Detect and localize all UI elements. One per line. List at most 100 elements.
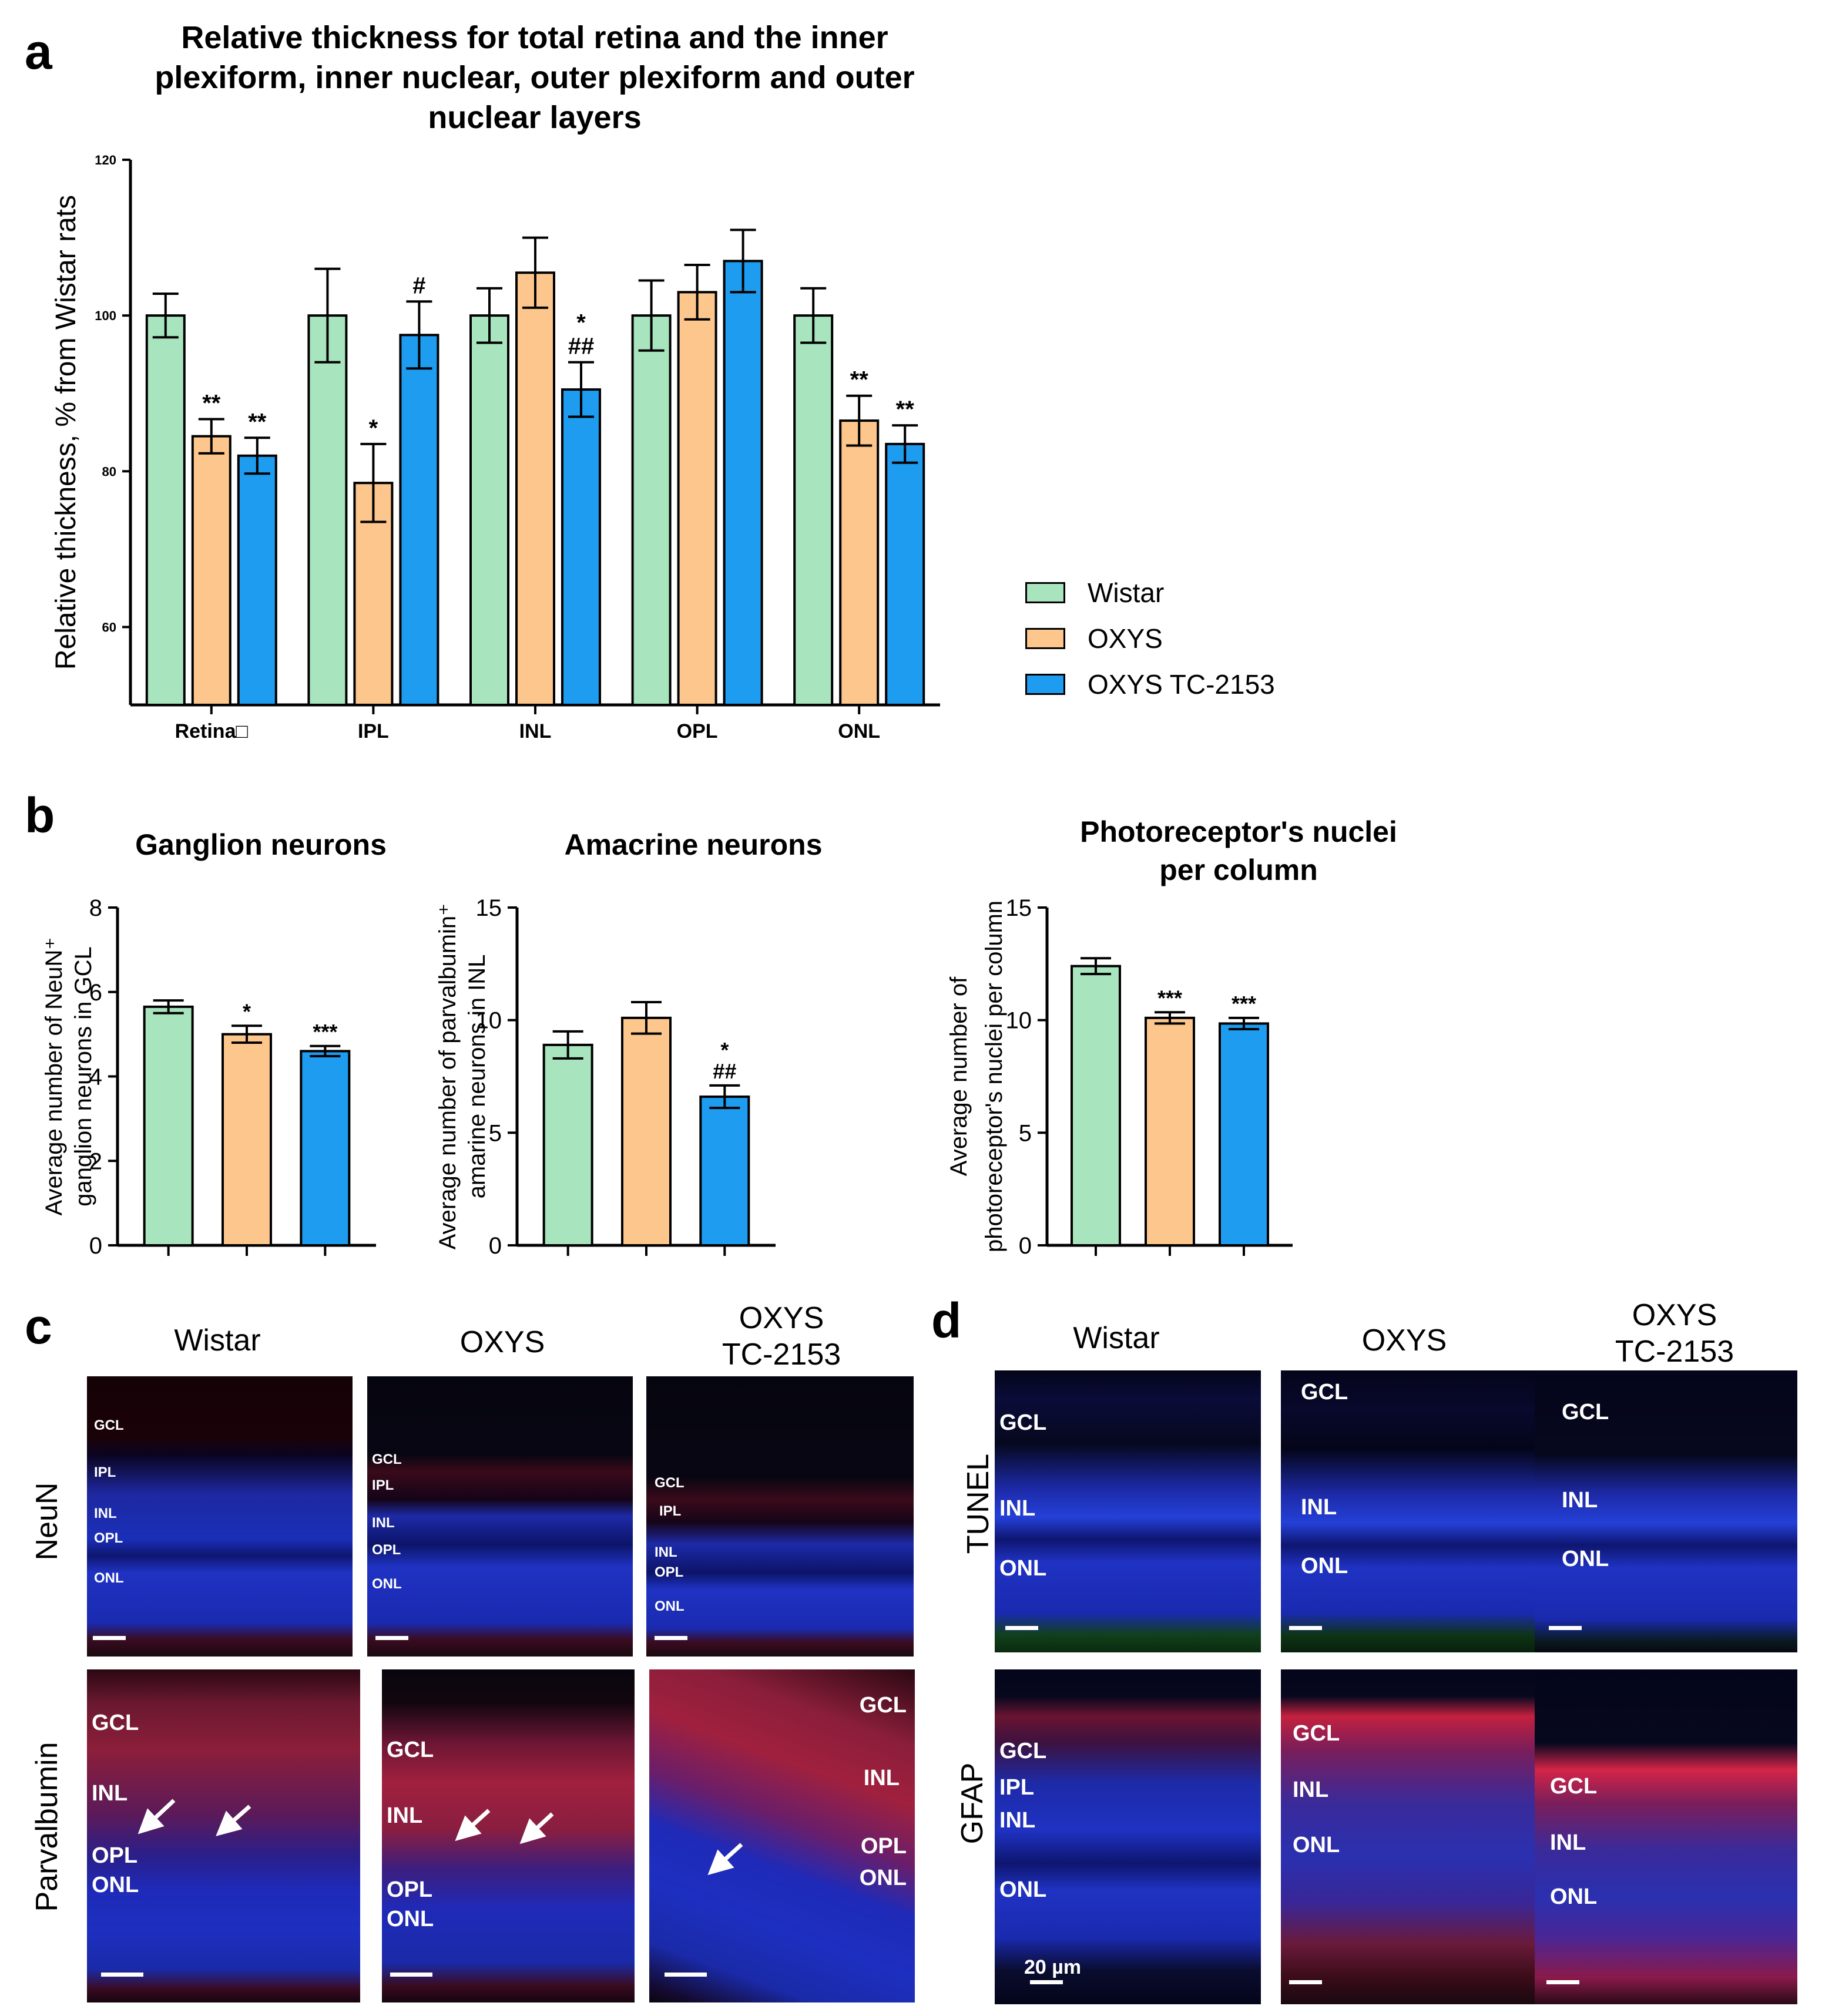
chart-title-line: nuclear layers [428,100,641,135]
y-tick-label: 15 [1006,895,1032,921]
row-label-tunel: TUNEL [961,1453,995,1554]
bar [542,1043,593,1246]
y-axis-label-line: Average number of parvalbumin⁺ [435,903,461,1250]
layer-label: INL [863,1766,900,1790]
layer-label: INL [387,1803,423,1828]
layer-label: ONL [387,1907,434,1931]
significance-marker: * [720,1038,729,1062]
micrograph-gfap-oxys: GCL INL ONL [1281,1669,1541,2004]
layer-label: OPL [387,1877,433,1902]
micrograph-tunel-oxys: GCL INL ONL [1281,1370,1541,1652]
legend-label-wistar: Wistar [1088,577,1165,608]
scale-bar [655,1636,687,1640]
layer-label: GCL [1550,1774,1598,1799]
layer-label: ONL [655,1598,684,1614]
layer-label: IPL [372,1477,394,1493]
bar [222,1033,272,1246]
layer-label: ONL [1550,1884,1598,1909]
micrograph-tunel-tc2153: GCL INL ONL [1535,1370,1797,1652]
significance-marker: ## [713,1059,736,1083]
layer-label: INL [1301,1495,1337,1520]
layer-label: ONL [1301,1554,1348,1578]
y-tick-label: 0 [489,1233,502,1259]
y-tick-label: 80 [102,464,116,479]
layer-label: INL [372,1515,395,1531]
panel-letter-a: a [25,24,52,79]
bar [469,314,509,706]
bar [1071,965,1121,1246]
significance-marker: *** [1232,992,1256,1016]
row-label-gfap: GFAP [955,1762,989,1844]
y-axis-label-line: ganglion neurons in GCL [71,946,96,1207]
scale-bar [1289,1626,1322,1630]
y-tick-label: 4 [89,1064,102,1090]
significance-marker: # [412,273,425,298]
layer-label: IPL [659,1503,682,1519]
layer-label: GCL [1293,1721,1340,1746]
scale-bar [1289,1980,1322,1984]
x-tick-label: OPL [677,720,718,742]
x-tick-label: Retina□ [175,720,249,742]
layer-label: ONL [94,1570,124,1586]
scale-bar [665,1973,707,1977]
y-tick-label: 0 [1019,1233,1032,1259]
legend-item-oxys: OXYS [1025,616,1275,661]
y-tick-label: 60 [102,620,116,634]
layer-label: ONL [999,1556,1047,1581]
scale-bar [93,1636,126,1640]
y-tick-label: 10 [476,1008,502,1034]
y-tick-label: 0 [89,1233,102,1259]
layer-label: GCL [999,1739,1047,1763]
layer-label: GCL [999,1410,1047,1435]
significance-marker: * [576,310,586,336]
chart-title-line: Relative thickness for total retina and … [181,20,888,55]
layer-label: ONL [1562,1547,1609,1571]
layer-label: INL [92,1781,128,1806]
micrograph-neun-tc2153: GCL IPL INL OPL ONL [646,1376,914,1657]
bar [307,314,348,706]
chart-title-line: Amacrine neurons [564,828,822,861]
micrograph-parvalbumin-tc2153: GCL INL OPL ONL [649,1669,915,2002]
micrograph-gfap-wistar: GCL IPL INL ONL 20 µm [995,1669,1261,2004]
layer-label: ONL [999,1877,1047,1902]
y-tick-label: 5 [1019,1120,1032,1146]
chart-title-line: Ganglion neurons [135,828,387,861]
significance-marker: ** [248,409,267,435]
significance-marker: *** [1157,986,1182,1010]
bar [699,1096,750,1246]
layer-label: GCL [1562,1400,1609,1424]
row-label-parvalbumin: Parvalbumin [30,1742,64,1912]
panel-letter-b: b [25,788,55,843]
significance-marker: * [369,415,378,441]
layer-label: INL [1293,1778,1329,1802]
y-tick-label: 8 [89,895,102,921]
legend-swatch-wistar [1025,582,1065,603]
y-axis-label-line: amarine neurons in INL [464,955,490,1199]
y-tick-label: 100 [95,308,116,323]
legend-swatch-oxys [1025,628,1065,649]
scale-bar [1030,1980,1063,1984]
layer-label: INL [1550,1830,1586,1855]
scale-label: 20 µm [1024,1956,1082,1978]
y-tick-label: 2 [89,1148,102,1174]
micrograph-parvalbumin-oxys: GCL INL OPL ONL [382,1669,635,2002]
chart-relative-thickness: Relative thickness for total retina and … [51,20,940,742]
significance-marker: ** [850,367,869,393]
panel-d-header-wistar: Wistar [1073,1321,1160,1355]
legend: Wistar OXYS OXYS TC-2153 [1025,570,1275,707]
chart-title-line: plexiform, inner nuclear, outer plexifor… [155,60,914,95]
layer-label: GCL [372,1451,402,1467]
layer-label: GCL [92,1711,139,1735]
layer-label: OPL [860,1834,907,1859]
significance-marker: ## [568,334,595,359]
scale-bar [390,1973,432,1977]
scale-bar [101,1973,143,1977]
bar [145,314,186,706]
panel-letter-c: c [25,1299,52,1354]
bar [1145,1016,1195,1246]
bar [237,454,277,706]
layer-label: GCL [1301,1380,1348,1405]
layer-label: OPL [92,1843,138,1868]
bar [839,419,880,706]
panel-d-header-oxys: OXYS [1361,1323,1447,1358]
